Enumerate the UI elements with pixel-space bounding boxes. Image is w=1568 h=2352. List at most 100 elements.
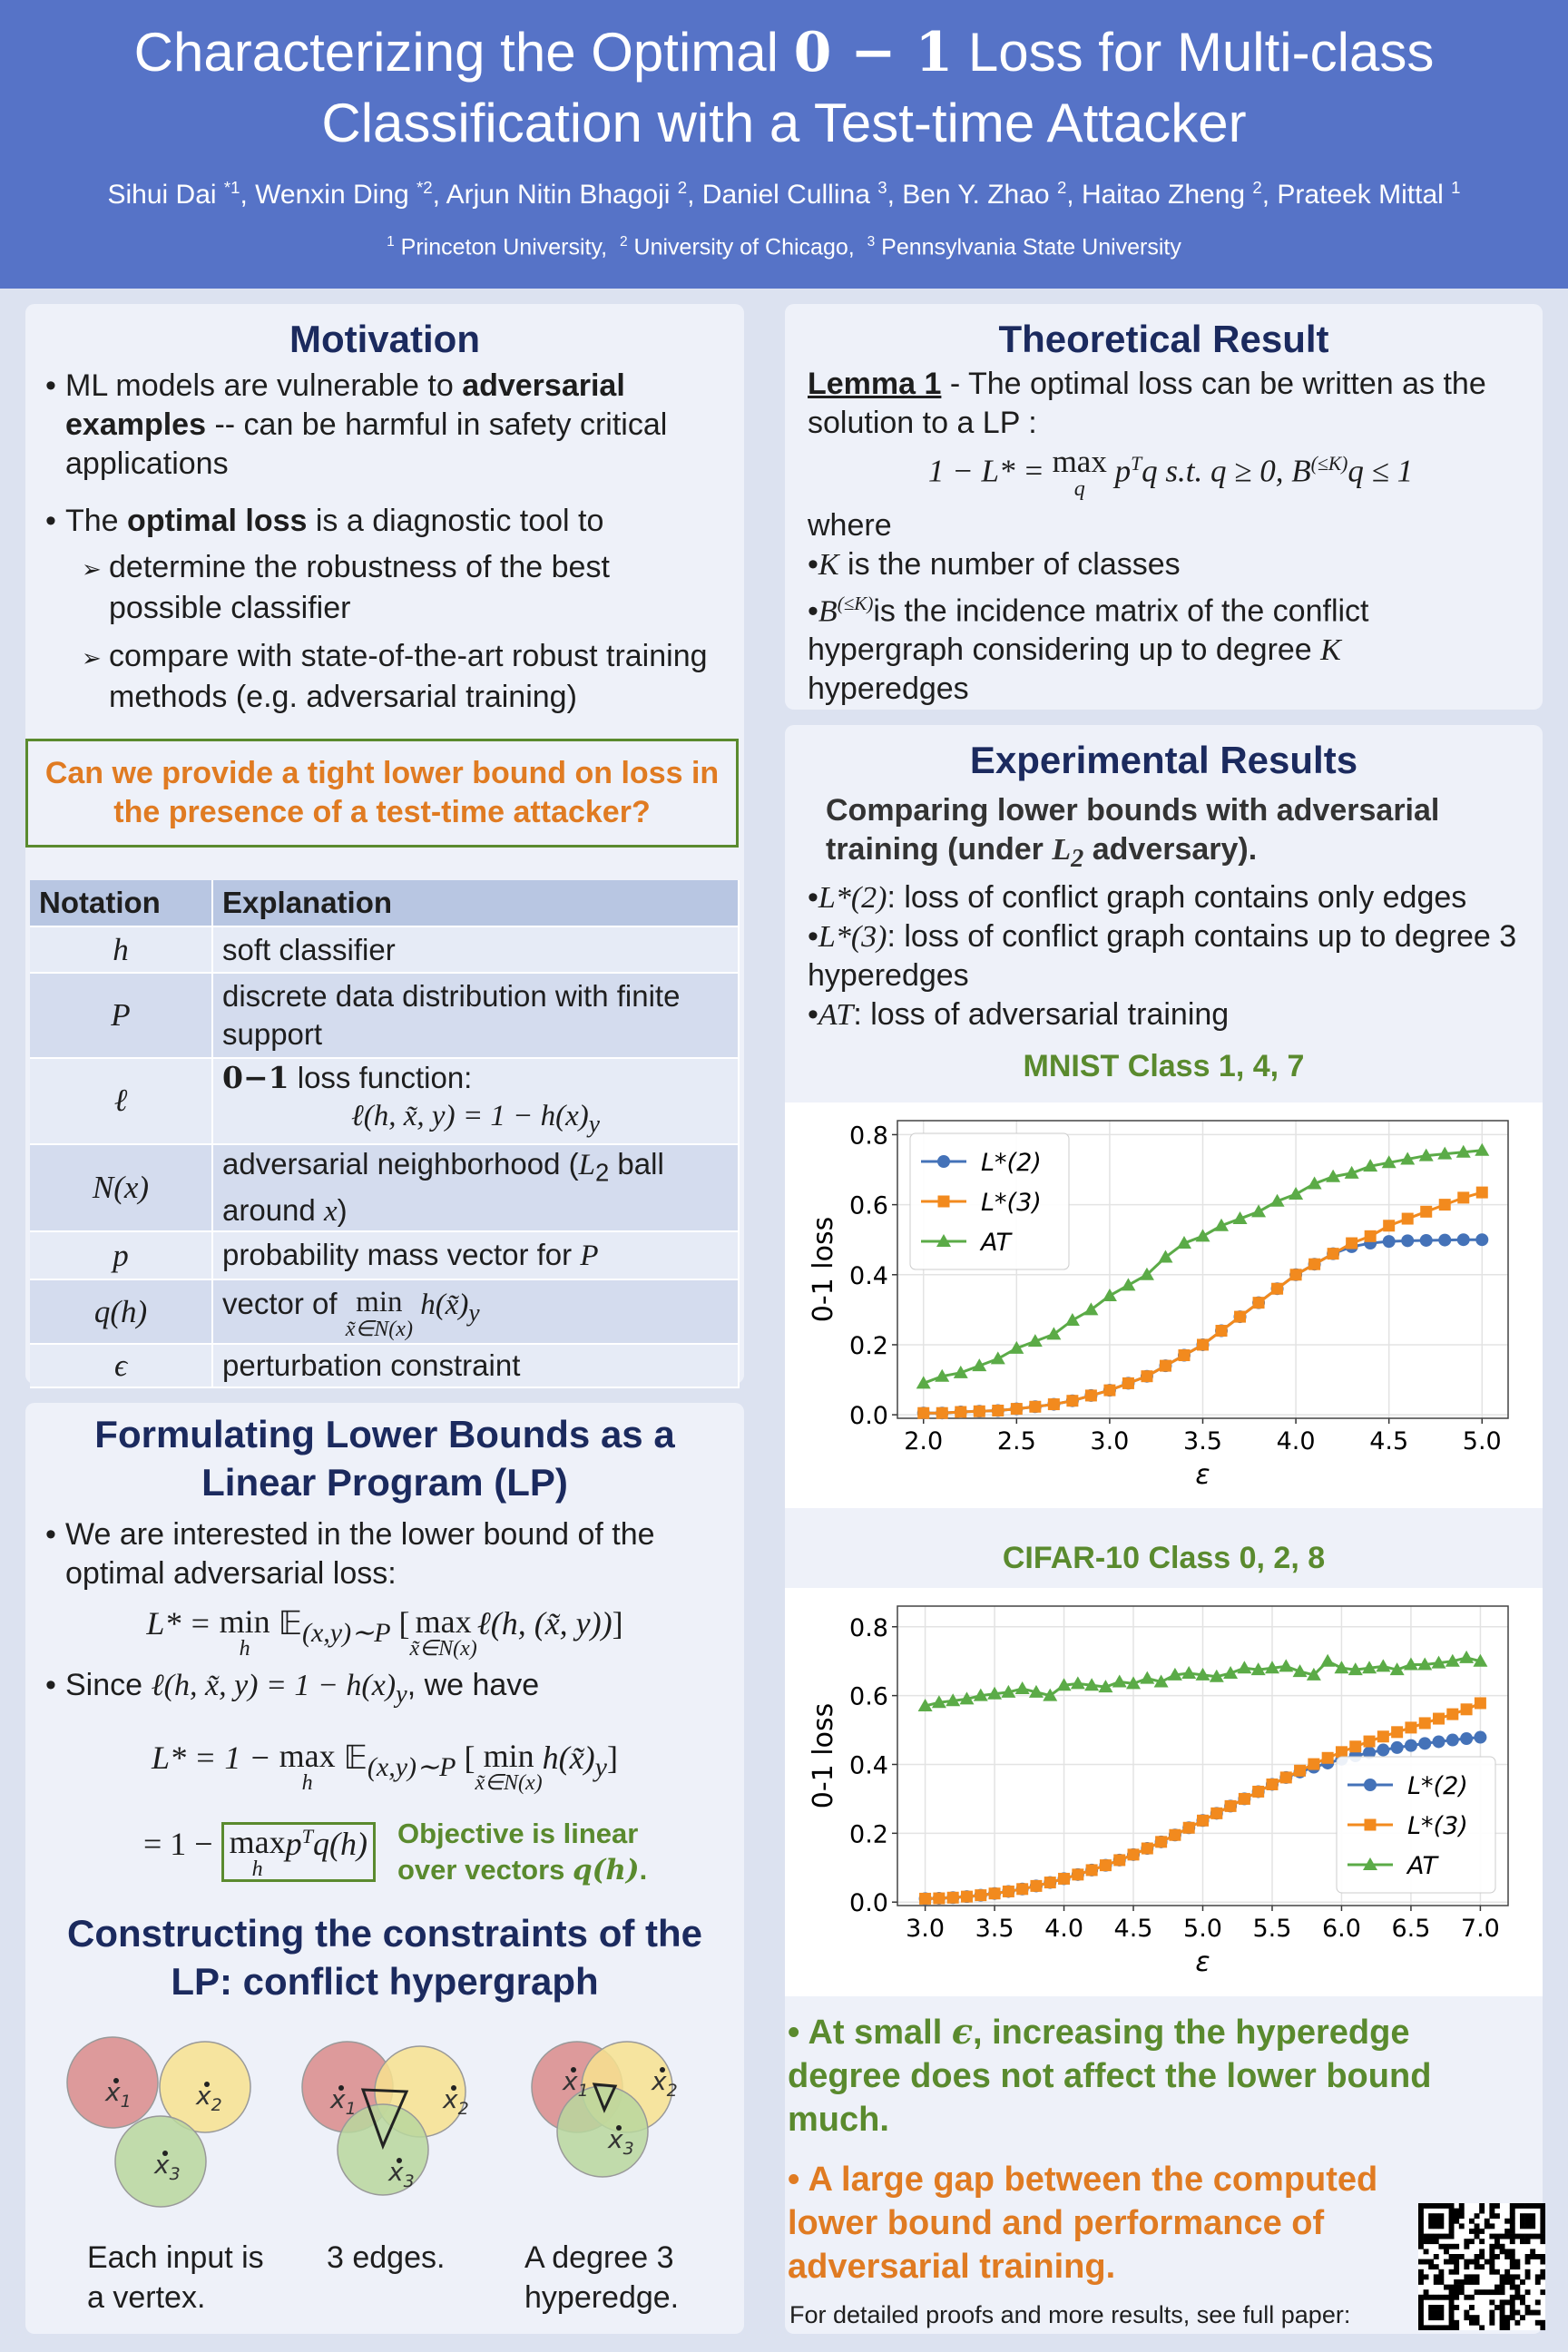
text: soft classifier xyxy=(212,926,740,974)
qr-module xyxy=(1484,2218,1490,2224)
text: . xyxy=(639,1854,648,1886)
marker xyxy=(953,1365,968,1378)
text: x̃∈N(x) xyxy=(345,1317,413,1341)
text: Since xyxy=(65,1668,152,1702)
text: We are interested in the lower bound of … xyxy=(65,1517,655,1591)
qr-module xyxy=(1534,2299,1541,2306)
x-tick-label: 7.0 xyxy=(1461,1915,1500,1943)
marker xyxy=(1251,1204,1267,1218)
y-tick-label: 0.6 xyxy=(849,1192,888,1220)
qr-module xyxy=(1428,2305,1435,2310)
text: ) xyxy=(337,1193,348,1228)
marker xyxy=(1363,1857,1377,1870)
qr-module xyxy=(1469,2274,1475,2280)
element: Lemma 1 - The optimal loss can be writte… xyxy=(808,365,1506,443)
qr-module xyxy=(1494,2233,1500,2239)
x-tick-label: 4.5 xyxy=(1369,1427,1408,1455)
text: h xyxy=(239,1637,250,1661)
marker xyxy=(1269,1193,1285,1207)
text: h(x̃) xyxy=(412,1288,469,1321)
text: Characterizing the Optimal xyxy=(133,22,794,83)
marker xyxy=(933,1892,946,1905)
qr-module xyxy=(1444,2259,1449,2265)
vertex-label: x2 xyxy=(195,2081,222,2115)
marker xyxy=(1121,1278,1136,1291)
text: p xyxy=(30,1231,213,1281)
qr-module xyxy=(1504,2229,1511,2234)
marker xyxy=(1029,1400,1042,1413)
author: Haitao Zheng xyxy=(1081,180,1253,210)
qr-module xyxy=(1438,2233,1445,2239)
marker xyxy=(1419,1233,1433,1247)
qr-module xyxy=(1540,2274,1545,2280)
legend-box xyxy=(909,1132,1070,1270)
qr-module xyxy=(1418,2233,1424,2239)
qr-module xyxy=(1433,2239,1439,2245)
qr-module xyxy=(1499,2284,1505,2290)
y-tick-label: 0.0 xyxy=(849,1402,888,1430)
marker xyxy=(1431,1655,1446,1669)
vertex-label: x3 xyxy=(387,2157,415,2191)
marker xyxy=(990,1351,1005,1365)
marker xyxy=(1446,1708,1459,1720)
qr-module xyxy=(1534,2279,1541,2285)
edges xyxy=(360,2082,618,2151)
qr-module xyxy=(1509,2284,1515,2290)
text: y xyxy=(468,1298,480,1327)
marker xyxy=(1197,1814,1209,1827)
qr-module xyxy=(1458,2289,1465,2296)
text: y xyxy=(594,1752,607,1783)
qr-module xyxy=(1489,2233,1495,2239)
marker xyxy=(1195,1667,1210,1681)
author: Wenxin Ding xyxy=(255,180,417,210)
marker xyxy=(975,1889,987,1902)
marker xyxy=(1364,1779,1377,1791)
qr-module xyxy=(1418,2213,1424,2220)
vertex-label-main: x xyxy=(329,2084,346,2114)
y-tick-label: 0.0 xyxy=(849,1889,888,1917)
x-tick-label: 2.0 xyxy=(904,1427,943,1455)
qr-module xyxy=(1464,2243,1470,2249)
text: (≤K) xyxy=(837,593,874,614)
chart: 0.0 0.2 0.4 0.6 0.8 2.0 2.5 3.0 3.5 4.0 4.5 5.0 ε 0-1… xyxy=(785,1102,1543,1508)
marker xyxy=(1250,1662,1266,1676)
marker xyxy=(1153,1674,1169,1688)
table-row: ϵ perturbation constraint xyxy=(30,1344,740,1389)
qr-module xyxy=(1489,2243,1495,2249)
qr-module xyxy=(1499,2243,1505,2249)
text: L* = xyxy=(146,1605,220,1642)
text: Can we provide a tight lower bound on lo… xyxy=(44,756,720,829)
qr-module xyxy=(1499,2309,1505,2316)
qr-module xyxy=(1520,2223,1525,2230)
author-affiliation: 2 xyxy=(1252,178,1262,197)
y-tick-label: 0.2 xyxy=(849,1820,888,1848)
qr-module xyxy=(1520,2239,1525,2245)
marker xyxy=(1178,1349,1191,1362)
qr-module xyxy=(1433,2325,1439,2330)
qr-module xyxy=(1509,2208,1515,2214)
vertex-label-main: x xyxy=(442,2084,458,2114)
marker xyxy=(1182,1821,1195,1834)
text: [ xyxy=(456,1740,475,1776)
text: P xyxy=(30,973,213,1059)
qr-module xyxy=(1454,2213,1460,2220)
vertex-point xyxy=(571,2067,576,2073)
vertex-label: x1 xyxy=(104,2077,132,2112)
qr-module xyxy=(1524,2218,1531,2224)
vertex-label-main: x xyxy=(387,2157,404,2187)
element xyxy=(159,2041,251,2133)
marker xyxy=(1070,1676,1085,1690)
vertex-point xyxy=(616,2125,622,2131)
marker xyxy=(1155,1836,1168,1848)
marker xyxy=(1437,1146,1453,1160)
qr-module xyxy=(1509,2279,1515,2285)
qr-module xyxy=(1524,2213,1531,2220)
marker xyxy=(1113,1854,1126,1867)
vertex-label-sub: 2 xyxy=(211,2095,222,2115)
qr-module xyxy=(1489,2315,1495,2321)
qr-module xyxy=(1428,2239,1435,2245)
text: ℓ(h, (x̃, y)) xyxy=(476,1605,612,1642)
text: Lemma 1 xyxy=(808,367,942,401)
marker xyxy=(1083,1302,1099,1316)
qr-module xyxy=(1514,2233,1521,2239)
